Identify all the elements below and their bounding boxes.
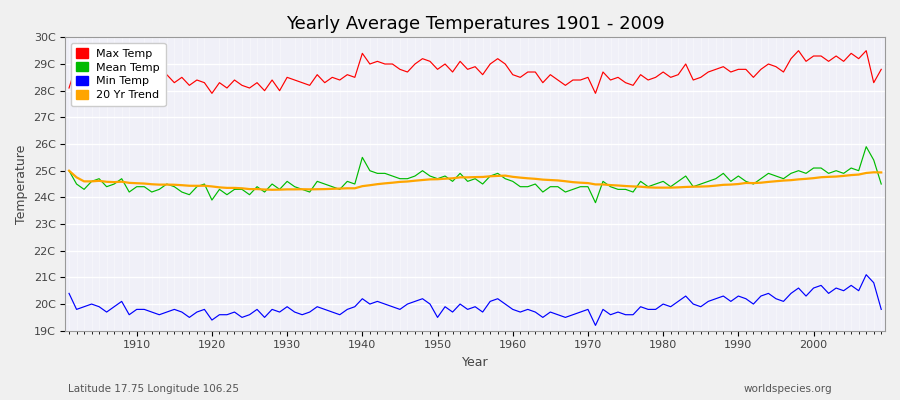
X-axis label: Year: Year	[462, 356, 489, 369]
Legend: Max Temp, Mean Temp, Min Temp, 20 Yr Trend: Max Temp, Mean Temp, Min Temp, 20 Yr Tre…	[71, 43, 166, 106]
Text: worldspecies.org: worldspecies.org	[744, 384, 832, 394]
Text: Latitude 17.75 Longitude 106.25: Latitude 17.75 Longitude 106.25	[68, 384, 238, 394]
Y-axis label: Temperature: Temperature	[15, 144, 28, 224]
Title: Yearly Average Temperatures 1901 - 2009: Yearly Average Temperatures 1901 - 2009	[286, 15, 664, 33]
